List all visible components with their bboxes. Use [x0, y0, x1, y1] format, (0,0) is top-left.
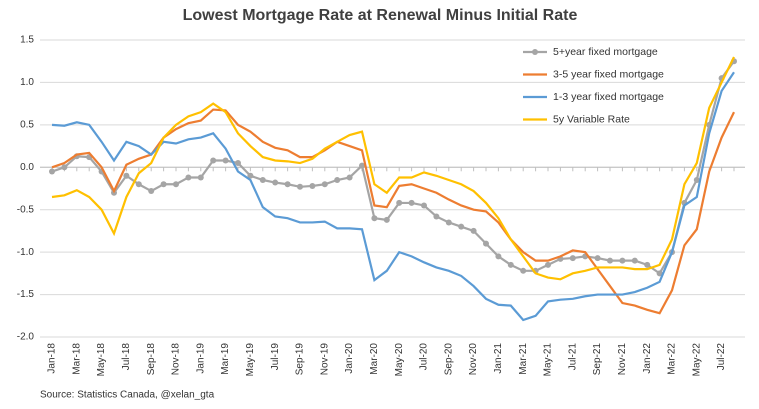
- x-tick-label: Jan-18: [47, 343, 58, 374]
- point: [160, 181, 167, 188]
- point: [656, 270, 663, 277]
- x-tick-label: Jan-21: [493, 343, 504, 374]
- chart-title: Lowest Mortgage Rate at Renewal Minus In…: [183, 7, 578, 24]
- y-tick-label: -2.0: [17, 332, 35, 343]
- legend-marker: [532, 49, 538, 55]
- x-tick-label: Jan-20: [344, 343, 355, 374]
- point: [309, 182, 316, 189]
- x-tick-label: Mar-18: [71, 343, 82, 375]
- legend-label: 5y Variable Rate: [553, 113, 630, 125]
- point: [644, 261, 651, 268]
- series-line: [51, 71, 735, 322]
- point: [470, 227, 477, 234]
- point: [148, 188, 155, 195]
- x-tick-label: Sep-21: [592, 343, 603, 376]
- x-tick-label: Sep-19: [295, 343, 306, 376]
- point: [483, 240, 489, 247]
- point: [123, 172, 130, 179]
- x-tick-label: Mar-19: [220, 343, 231, 375]
- source: Source: Statistics Canada, @xelan_gta: [40, 390, 215, 401]
- x-tick-label: May-21: [543, 343, 554, 377]
- x-tick-label: Mar-21: [518, 343, 529, 375]
- y-tick-label: -0.5: [17, 204, 35, 215]
- x-tick-label: Mar-20: [369, 343, 380, 375]
- point: [408, 199, 415, 206]
- y-tick-label: 0.5: [20, 119, 34, 130]
- point: [197, 174, 204, 181]
- y-tick-label: 1.5: [20, 35, 34, 46]
- y-tick-label: 1.0: [20, 77, 34, 88]
- point: [445, 219, 452, 226]
- point: [235, 160, 241, 167]
- x-tick-label: Nov-19: [319, 343, 330, 376]
- x-tick-label: May-18: [96, 343, 107, 377]
- x-tick-label: May-20: [394, 343, 405, 377]
- x-tick-label: Mar-22: [667, 343, 678, 375]
- x-tick-label: Nov-18: [171, 343, 182, 376]
- x-tick-label: Jul-21: [567, 343, 578, 371]
- series-line: [51, 56, 735, 281]
- point: [272, 179, 279, 186]
- y-tick-label: -1.0: [17, 247, 35, 258]
- x-tick-label: Sep-18: [146, 343, 157, 376]
- x-tick-label: Jul-20: [419, 343, 430, 371]
- point: [520, 267, 527, 274]
- x-tick-label: May-22: [691, 343, 702, 377]
- point: [545, 261, 551, 268]
- point: [607, 257, 613, 264]
- point: [61, 164, 68, 171]
- point: [185, 174, 192, 181]
- point: [297, 183, 303, 190]
- point: [383, 216, 390, 223]
- point: [135, 181, 142, 188]
- point: [458, 223, 465, 230]
- point: [619, 257, 626, 264]
- legend-label: 5+year fixed mortgage: [553, 46, 658, 58]
- x-tick-label: Jul-18: [121, 343, 132, 371]
- point: [334, 177, 341, 184]
- x-tick-label: May-19: [245, 343, 256, 377]
- point: [284, 181, 291, 188]
- point: [247, 172, 254, 179]
- point: [346, 174, 353, 181]
- point: [49, 168, 55, 175]
- x-tick-label: Sep-20: [443, 343, 454, 376]
- point: [210, 157, 217, 164]
- point: [359, 162, 365, 169]
- point: [173, 181, 179, 188]
- point: [396, 199, 403, 206]
- x-tick-label: Jan-19: [195, 343, 206, 374]
- point: [693, 177, 700, 184]
- point: [569, 255, 576, 262]
- x-tick-label: Jul-19: [270, 343, 281, 371]
- x-tick-label: Jul-22: [716, 343, 727, 371]
- point: [495, 253, 502, 260]
- x-tick-label: Jan-22: [642, 343, 653, 374]
- point: [433, 213, 440, 220]
- point: [371, 215, 378, 222]
- legend-label: 1-3 year fixed mortgage: [553, 91, 664, 103]
- y-tick-label: 0.0: [20, 162, 34, 173]
- point: [259, 177, 266, 184]
- point: [321, 181, 328, 188]
- point: [222, 157, 229, 164]
- point: [507, 261, 514, 268]
- point: [631, 257, 638, 264]
- x-tick-label: Nov-20: [468, 343, 479, 376]
- legend-label: 3-5 year fixed mortgage: [553, 68, 664, 80]
- x-tick-label: Nov-21: [617, 343, 628, 376]
- point: [594, 255, 601, 262]
- y-tick-label: -1.5: [17, 289, 35, 300]
- point: [421, 202, 427, 209]
